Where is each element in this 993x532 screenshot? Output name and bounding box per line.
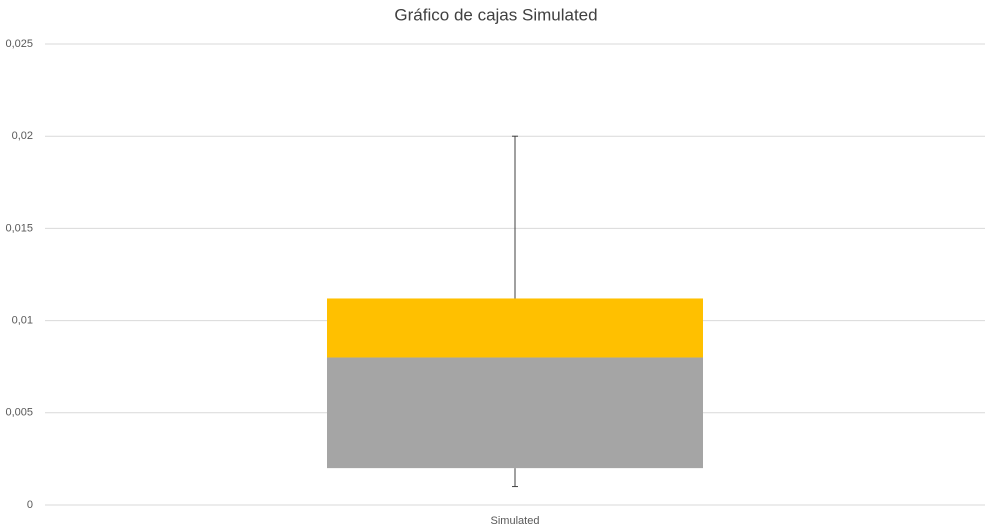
y-tick-label: 0 bbox=[27, 499, 33, 511]
y-tick-label: 0,025 bbox=[5, 38, 33, 50]
box-upper bbox=[327, 298, 703, 358]
y-tick-label: 0,005 bbox=[5, 407, 33, 419]
y-tick-label: 0,015 bbox=[5, 222, 33, 234]
chart-title: Gráfico de cajas Simulated bbox=[394, 5, 597, 24]
x-tick-label: Simulated bbox=[491, 515, 540, 527]
y-tick-label: 0,01 bbox=[12, 315, 33, 327]
y-tick-label: 0,02 bbox=[12, 130, 33, 142]
box-lower bbox=[327, 357, 703, 469]
